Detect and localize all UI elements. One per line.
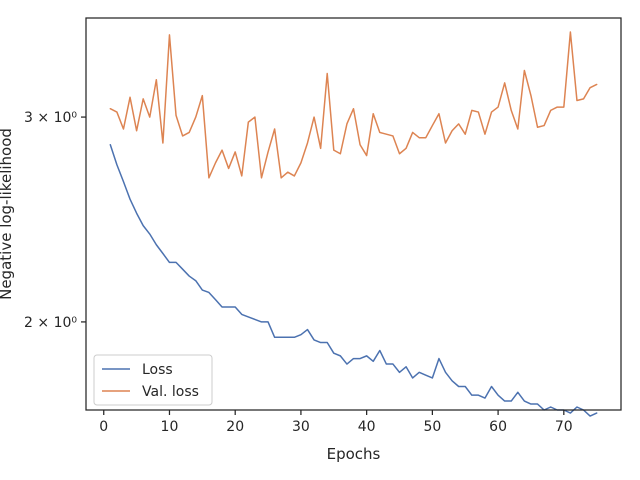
x-tick-label: 40 [358, 419, 376, 435]
y-tick-label: 3 × 10⁰ [24, 110, 77, 126]
legend: Loss Val. loss [93, 354, 213, 406]
x-axis: 0 10 20 30 40 50 60 70 [99, 410, 573, 435]
x-tick-label: 10 [161, 419, 179, 435]
legend-box [93, 354, 213, 406]
x-tick-label: 30 [292, 419, 310, 435]
legend-label: Loss [142, 362, 173, 378]
series-line-loss [109, 144, 598, 417]
x-tick-label: 70 [555, 419, 573, 435]
x-axis-label: Epochs [327, 445, 381, 463]
plot-area [109, 31, 598, 417]
x-tick-label: 60 [489, 419, 507, 435]
x-tick-label: 50 [423, 419, 441, 435]
legend-label: Val. loss [142, 384, 199, 400]
x-tick-label: 0 [99, 419, 108, 435]
x-tick-label: 20 [226, 419, 244, 435]
axes-frame [85, 17, 622, 411]
y-axis: 2 × 10⁰ 3 × 10⁰ [24, 110, 86, 331]
series-line-val-loss [109, 31, 598, 179]
y-tick-label: 2 × 10⁰ [24, 315, 77, 331]
y-axis-label: Negative log-likelihood [0, 128, 15, 300]
